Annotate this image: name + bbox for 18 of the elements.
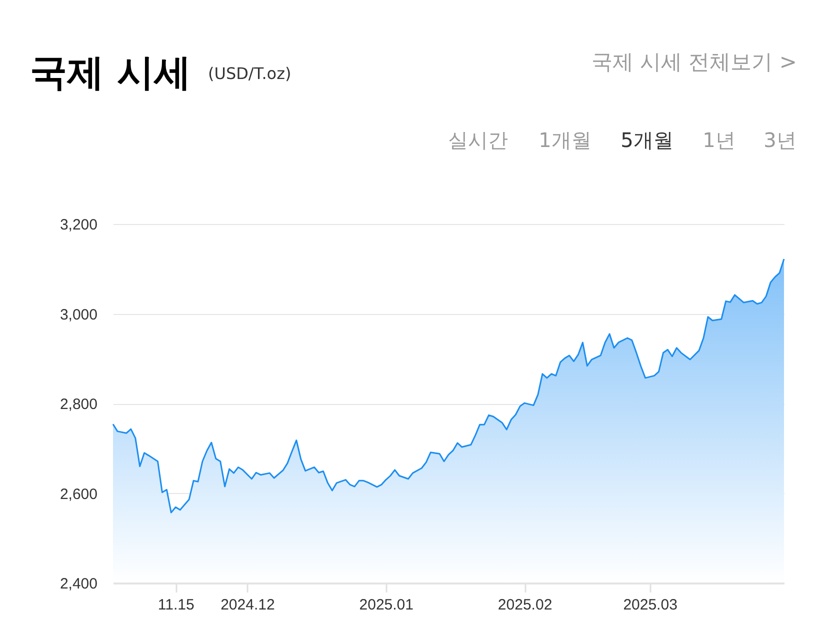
text: 1개월 <box>538 128 592 152</box>
y-tick-label: 2,400 <box>60 576 98 592</box>
y-tick-label: 3,200 <box>60 216 98 234</box>
text: 실시간 <box>448 128 508 152</box>
y-tick-label: 3,000 <box>60 306 98 324</box>
text: 3년 <box>764 128 796 152</box>
x-tick-label: 11.15 <box>158 596 194 614</box>
text: 국제 시세 전체보기 > <box>591 50 797 74</box>
x-tick-label: 2025.02 <box>498 596 552 614</box>
chart-title: 국제 시세 <box>30 51 191 94</box>
text: 5개월 <box>620 128 674 152</box>
x-tick-label: 2025.03 <box>623 596 678 614</box>
y-tick-label: 2,800 <box>60 396 98 413</box>
x-tick-label: 2025.01 <box>359 596 414 614</box>
y-tick-label: 2,600 <box>60 486 98 503</box>
x-tick-label: 2024.12 <box>220 596 275 614</box>
chart-subtitle: (USD/T.oz) <box>208 64 292 83</box>
text: 1년 <box>702 128 736 152</box>
